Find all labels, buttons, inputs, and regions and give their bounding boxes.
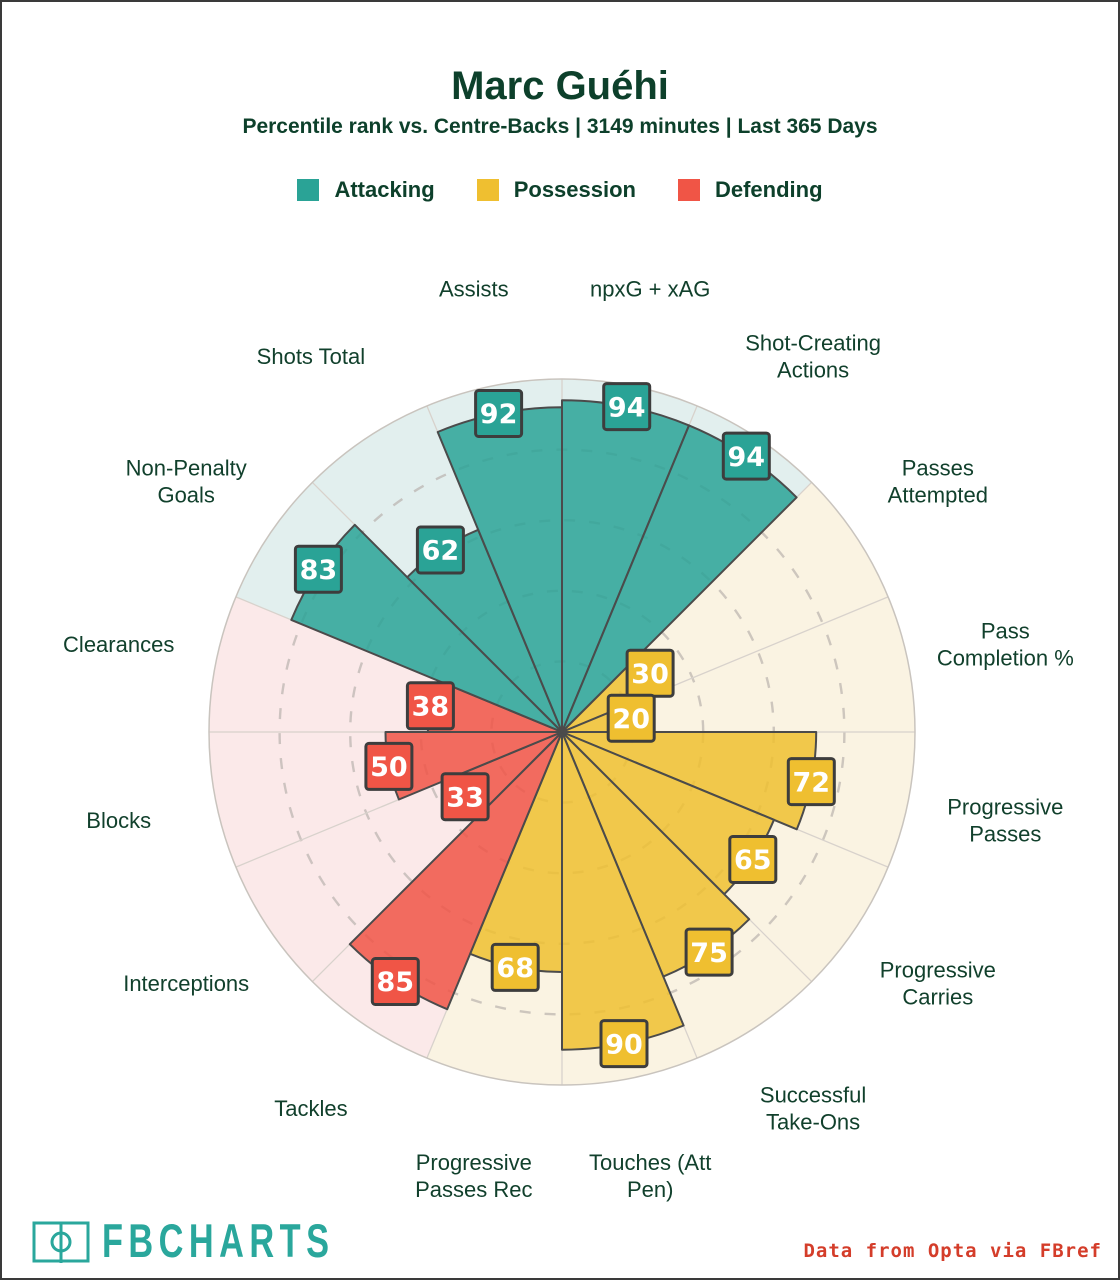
legend-label-attacking: Attacking <box>334 177 435 202</box>
category-label-shots-total: Shots Total <box>257 344 365 369</box>
value-badge-text-clearances: 38 <box>412 692 450 723</box>
category-label-non-penalty-goals: Non-Penalty Goals <box>126 455 247 507</box>
legend-label-defending: Defending <box>714 177 823 202</box>
value-badge-pass-completion <box>606 693 656 743</box>
outer-ring <box>208 378 916 1086</box>
legend: Attacking Possession Defending <box>2 177 1118 203</box>
value-badge-touches-att-pen <box>599 1019 649 1069</box>
value-badge-progressive-passes <box>786 757 836 807</box>
category-label-interceptions: Interceptions <box>123 971 249 996</box>
legend-item-possession: Possession <box>476 177 636 203</box>
value-badge-text-passes-attempted: 30 <box>631 659 669 690</box>
value-badge-text-progressive-passes-rec: 68 <box>496 953 534 984</box>
value-badge-successful-take-ons <box>684 927 734 977</box>
value-badge-text-assists: 92 <box>480 399 518 430</box>
value-badge-text-progressive-passes: 72 <box>793 767 831 798</box>
category-label-touches-att-pen: Touches (Att Pen) <box>589 1150 711 1202</box>
value-badge-non-penalty-goals <box>293 544 343 594</box>
category-label-clearances: Clearances <box>63 632 174 657</box>
page-title: Marc Guéhi <box>451 64 669 108</box>
value-badge-text-tackles: 85 <box>377 967 415 998</box>
value-badge-text-blocks: 50 <box>370 752 408 783</box>
value-badge-text-interceptions: 33 <box>446 782 484 813</box>
category-label-pass-completion: Pass Completion % <box>937 618 1074 670</box>
value-badge-blocks <box>364 741 414 791</box>
legend-item-attacking: Attacking <box>297 177 435 203</box>
value-badge-text-touches-att-pen: 90 <box>605 1029 643 1060</box>
value-badge-assists <box>474 389 524 438</box>
value-badge-text-shot-creating-actions: 94 <box>728 442 766 473</box>
legend-swatch-possession <box>476 179 499 201</box>
legend-label-possession: Possession <box>513 177 636 202</box>
category-label-shot-creating-actions: Shot-Creating Actions <box>745 331 881 383</box>
value-badge-interceptions <box>440 772 490 822</box>
category-label-passes-attempted: Passes Attempted <box>888 455 988 507</box>
value-badge-text-non-penalty-goals: 83 <box>300 555 338 586</box>
category-label-progressive-passes: Progressive Passes <box>947 795 1063 847</box>
value-badge-npxg-xag <box>602 382 652 432</box>
legend-swatch-attacking <box>297 179 320 201</box>
value-badge-text-pass-completion: 20 <box>612 704 650 735</box>
value-badge-shot-creating-actions <box>721 431 771 481</box>
category-label-blocks: Blocks <box>86 808 151 833</box>
value-badge-text-npxg-xag: 94 <box>608 392 646 423</box>
category-label-successful-take-ons: Successful Take-Ons <box>760 1082 866 1134</box>
data-credit: Data from Opta via FBref <box>803 1240 1102 1262</box>
legend-swatch-defending <box>677 179 700 201</box>
value-badge-text-shots-total: 62 <box>422 536 460 567</box>
brand-text: FBCHARTS <box>102 1215 335 1268</box>
category-label-progressive-passes-rec: Progressive Passes Rec <box>415 1150 532 1202</box>
category-label-npxg-xag: npxG + xAG <box>590 277 710 302</box>
football-pitch-icon <box>32 1221 90 1263</box>
value-badge-clearances <box>405 681 455 731</box>
category-label-assists: Assists <box>439 277 509 302</box>
value-badge-progressive-passes-rec <box>490 942 540 992</box>
category-label-tackles: Tackles <box>274 1096 347 1121</box>
value-badge-shots-total <box>415 525 465 575</box>
page-subtitle: Percentile rank vs. Centre-Backs | 3149 … <box>242 115 878 138</box>
value-badge-text-successful-take-ons: 75 <box>690 938 728 969</box>
legend-item-defending: Defending <box>677 177 823 203</box>
value-badge-tackles <box>370 957 420 1006</box>
footer-logo: FBCHARTS <box>32 1215 400 1268</box>
value-badge-text-progressive-carries: 65 <box>734 845 772 876</box>
value-badge-progressive-carries <box>728 835 778 884</box>
category-label-progressive-carries: Progressive Carries <box>880 958 996 1010</box>
